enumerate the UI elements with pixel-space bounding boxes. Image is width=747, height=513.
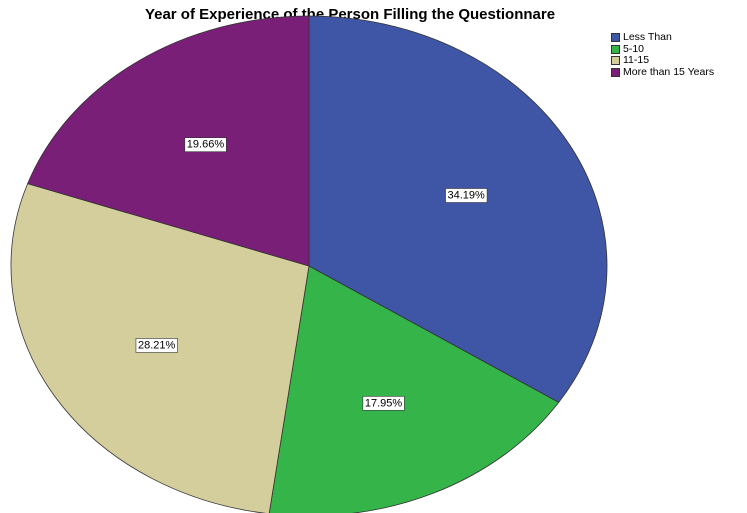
svg-text:19.66%: 19.66% bbox=[187, 139, 225, 151]
slice-data-label: 19.66% bbox=[185, 138, 227, 152]
svg-text:34.19%: 34.19% bbox=[448, 190, 486, 202]
svg-text:17.95%: 17.95% bbox=[365, 397, 403, 409]
slice-data-label: 17.95% bbox=[363, 396, 405, 410]
svg-text:28.21%: 28.21% bbox=[138, 339, 176, 351]
slice-data-label: 34.19% bbox=[446, 189, 488, 203]
slice-data-label: 28.21% bbox=[136, 338, 178, 352]
